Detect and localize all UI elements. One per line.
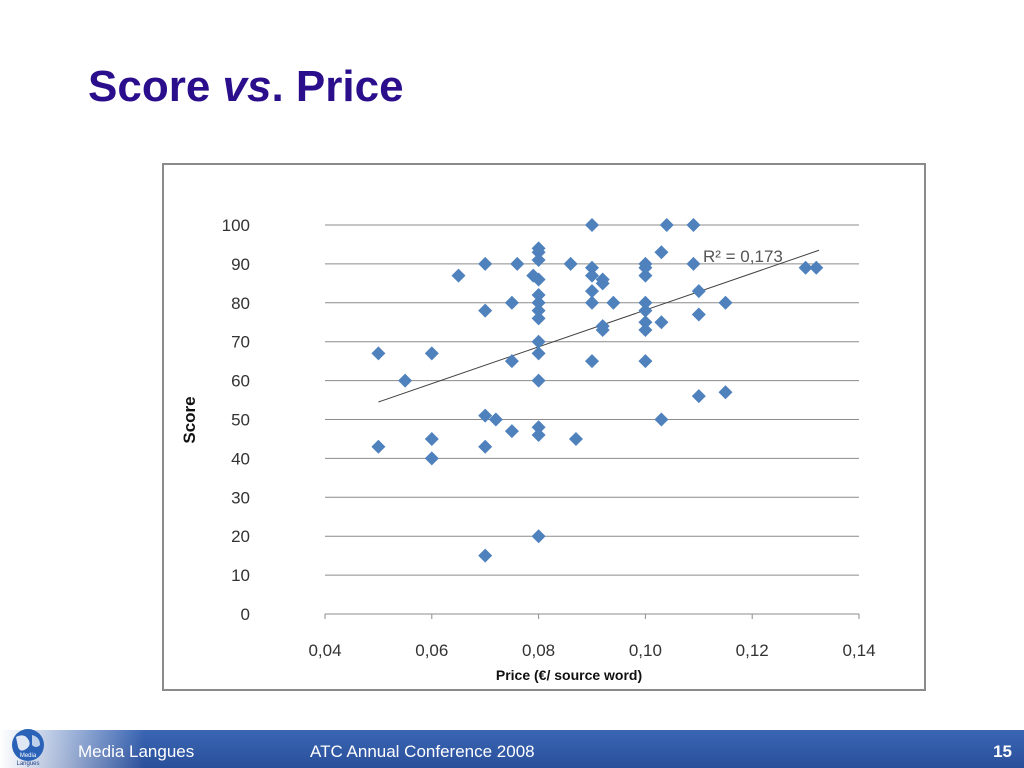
data-point (585, 284, 599, 299)
data-point (526, 268, 541, 283)
page-number: 15 (993, 742, 1012, 761)
y-tick-label: 50 (231, 411, 250, 430)
y-tick-label: 100 (222, 216, 250, 235)
data-point (638, 295, 653, 310)
y-tick-label: 30 (231, 488, 250, 507)
data-point (424, 451, 439, 466)
data-point (478, 303, 493, 318)
data-point (659, 218, 674, 232)
y-tick-label: 70 (231, 333, 250, 352)
data-point (531, 428, 546, 443)
data-point (531, 272, 546, 287)
logo-text-2: Langues (16, 761, 39, 767)
data-point (478, 548, 493, 563)
data-point (531, 420, 546, 435)
data-point (424, 431, 439, 446)
y-tick-label: 60 (231, 372, 250, 391)
data-point (531, 253, 546, 268)
data-point (638, 323, 653, 338)
data-point (691, 307, 706, 322)
data-point (478, 256, 493, 271)
data-point (638, 268, 653, 283)
data-point (686, 256, 701, 271)
data-point (585, 295, 599, 310)
data-point (798, 260, 813, 275)
data-point (478, 408, 493, 423)
x-tick-label: 0,10 (629, 641, 662, 660)
footer-bar: Media Langues ATC Annual Conference 2008… (0, 730, 1024, 768)
footer-left-label: Media Langues (78, 742, 195, 761)
data-point (606, 295, 621, 310)
data-point (531, 295, 546, 310)
data-point (568, 431, 583, 446)
data-point (595, 323, 610, 338)
data-point (691, 284, 706, 299)
data-point (563, 256, 578, 271)
data-point (478, 439, 493, 454)
x-tick-label: 0,04 (308, 641, 341, 660)
data-point (638, 303, 653, 318)
x-axis-label: Price (€/ source word) (496, 667, 642, 683)
data-point (585, 354, 599, 369)
data-point (504, 295, 519, 310)
x-tick-label: 0,14 (842, 641, 875, 660)
data-point (595, 276, 610, 291)
x-tick-label: 0,12 (736, 641, 769, 660)
data-point (531, 288, 546, 303)
data-point (531, 346, 546, 361)
page-title: Score vs. Price (88, 62, 404, 112)
data-point (654, 245, 669, 260)
data-point (531, 334, 546, 349)
data-point (585, 218, 599, 232)
data-point (398, 373, 413, 388)
y-tick-label: 0 (241, 605, 250, 624)
title-part-1: Score (88, 62, 223, 111)
x-tick-label: 0,08 (522, 641, 555, 660)
data-point (809, 260, 824, 275)
data-point (424, 346, 439, 361)
x-tick-label: 0,06 (415, 641, 448, 660)
data-point (531, 303, 546, 318)
data-point (638, 315, 653, 330)
data-point (585, 268, 599, 283)
data-point (638, 260, 653, 275)
title-italic: vs (222, 62, 272, 111)
data-point (531, 311, 546, 326)
data-point (718, 295, 733, 310)
y-tick-label: 90 (231, 255, 250, 274)
data-point (371, 439, 386, 454)
data-point (686, 218, 701, 232)
logo-text-1: Media (20, 753, 37, 759)
data-point (504, 354, 519, 369)
data-point (654, 315, 669, 330)
data-point (718, 385, 733, 400)
data-point (510, 256, 525, 271)
data-point (691, 389, 706, 404)
y-tick-label: 40 (231, 449, 250, 468)
data-point (585, 260, 599, 275)
media-langues-logo: Media Langues (12, 729, 44, 767)
data-point (531, 373, 546, 388)
footer-center-label: ATC Annual Conference 2008 (310, 742, 535, 761)
data-point (531, 245, 546, 260)
data-point (531, 529, 546, 544)
data-point (488, 412, 503, 427)
data-point (504, 424, 519, 439)
data-point (638, 354, 653, 369)
chart-frame: 0,04 0,06 0,08 0,10 0,12 0,14 0 10 20 30 40 50 60 70 8… (162, 163, 926, 691)
title-part-2: . Price (271, 62, 404, 111)
scatter-chart: 0,04 0,06 0,08 0,10 0,12 0,14 0 10 20 30 40 50 60 70 8… (180, 216, 876, 683)
r-squared-annotation: R² = 0,173 (703, 247, 783, 266)
y-tick-label: 80 (231, 294, 250, 313)
y-tick-label: 20 (231, 527, 250, 546)
data-point (371, 346, 386, 361)
y-tick-label: 10 (231, 566, 250, 585)
data-point (451, 268, 466, 283)
data-point (654, 412, 669, 427)
y-axis-label: Score (180, 396, 199, 443)
